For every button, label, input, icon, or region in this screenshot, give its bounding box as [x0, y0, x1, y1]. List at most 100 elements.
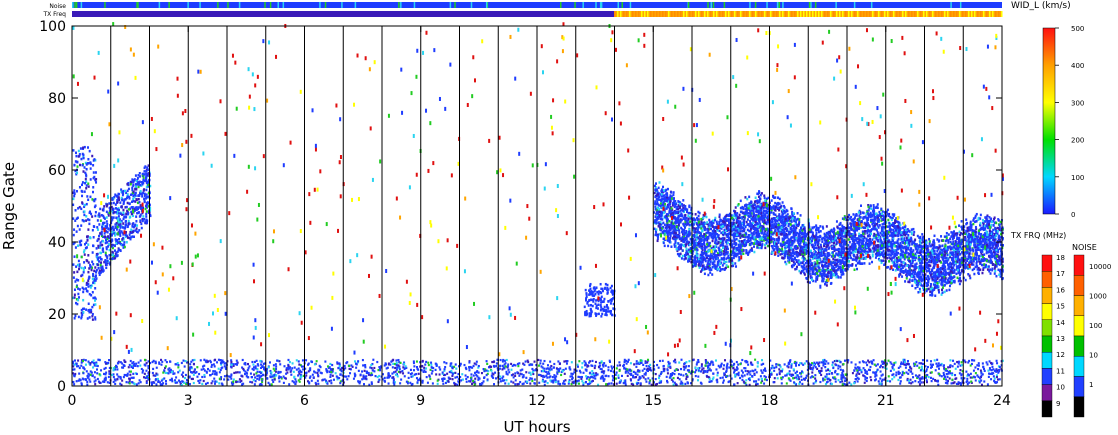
data-cell	[865, 370, 868, 373]
noise-tick	[599, 2, 602, 8]
data-cell	[745, 251, 748, 255]
data-cell	[84, 181, 87, 185]
data-cell	[434, 368, 437, 371]
data-cell	[626, 374, 629, 377]
data-cell	[451, 366, 454, 369]
data-cell	[104, 361, 107, 364]
data-cell	[94, 383, 97, 386]
data-cell	[392, 377, 395, 381]
data-cell	[591, 290, 594, 294]
data-cell	[963, 250, 966, 254]
data-cell	[892, 268, 895, 271]
data-cell	[607, 288, 610, 291]
data-cell	[796, 239, 799, 242]
data-cell	[499, 380, 502, 383]
data-cell	[389, 363, 392, 366]
data-cell	[805, 360, 808, 363]
tx-tick	[938, 11, 940, 17]
data-cell	[502, 358, 505, 362]
data-cell	[620, 374, 623, 378]
data-cell	[751, 369, 754, 372]
data-cell	[430, 366, 433, 369]
data-cell	[93, 225, 96, 228]
data-cell	[105, 204, 108, 208]
data-cell	[697, 369, 700, 372]
data-cell	[108, 366, 111, 370]
data-cell	[92, 274, 95, 277]
data-cell	[103, 380, 106, 384]
data-cell	[190, 370, 193, 374]
data-cell	[76, 216, 79, 220]
data-cell	[291, 367, 294, 370]
data-cell	[776, 377, 779, 380]
data-cell	[678, 361, 681, 364]
data-cell	[601, 287, 604, 291]
data-cell	[146, 376, 149, 379]
data-cell	[983, 369, 986, 372]
data-cell	[107, 245, 110, 248]
data-cell	[710, 227, 713, 231]
data-cell	[632, 376, 635, 379]
data-cell	[813, 225, 816, 229]
data-cell	[453, 365, 456, 368]
data-cell	[550, 368, 553, 371]
data-cell	[121, 243, 124, 247]
tx-tick	[770, 11, 772, 17]
data-cell	[638, 376, 641, 380]
data-cell	[874, 372, 877, 376]
data-cell	[461, 373, 464, 376]
data-cell	[357, 360, 360, 363]
data-cell	[112, 254, 115, 258]
data-cell	[855, 373, 858, 376]
noise-tick	[808, 2, 811, 8]
data-cell	[101, 265, 104, 268]
data-cell	[914, 374, 917, 377]
data-cell	[111, 230, 114, 234]
data-cell	[802, 242, 805, 246]
data-cell	[886, 379, 889, 383]
data-cell	[116, 208, 119, 211]
data-cell	[134, 174, 137, 177]
data-cell	[856, 369, 859, 372]
data-cell	[697, 375, 700, 378]
data-cell	[92, 272, 95, 276]
data-cell	[94, 303, 97, 306]
data-cell	[364, 364, 367, 367]
data-cell	[957, 362, 960, 365]
data-cell	[930, 364, 933, 368]
data-cell	[201, 365, 204, 368]
data-cell	[169, 371, 172, 374]
data-cell	[369, 366, 372, 369]
data-cell	[131, 186, 134, 190]
data-cell	[525, 376, 528, 379]
data-cell	[94, 299, 97, 302]
data-cell	[842, 369, 845, 372]
data-cell	[73, 228, 76, 231]
data-cell	[656, 363, 659, 367]
data-cell	[272, 374, 275, 377]
data-cell	[277, 359, 280, 362]
tx-tick	[686, 11, 688, 17]
data-cell	[937, 383, 940, 386]
data-cell	[648, 368, 651, 371]
data-cell	[820, 361, 823, 364]
data-cell	[917, 291, 920, 294]
data-cell	[706, 366, 709, 369]
data-cell	[687, 369, 690, 372]
data-cell	[122, 213, 125, 216]
data-cell	[384, 380, 387, 383]
data-cell	[155, 383, 158, 386]
tx-tick	[809, 11, 811, 17]
data-cell	[629, 362, 632, 365]
data-cell	[425, 367, 428, 370]
data-cell	[193, 368, 196, 371]
data-cell	[969, 364, 972, 367]
data-cell	[577, 375, 580, 378]
data-cell	[991, 372, 994, 375]
data-cell	[94, 274, 97, 277]
data-cell	[831, 235, 834, 238]
data-cell	[73, 383, 76, 386]
tx-tick	[695, 11, 697, 17]
noise-tick	[776, 2, 779, 8]
data-cell	[946, 375, 949, 378]
